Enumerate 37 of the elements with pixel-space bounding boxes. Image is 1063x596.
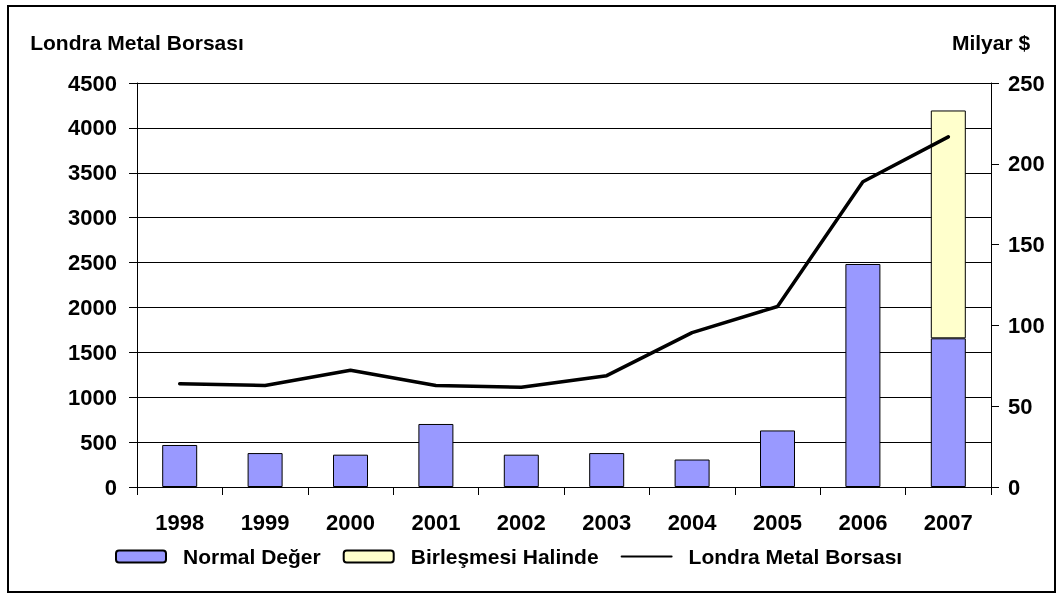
y2-tick-label: 250 [1008, 70, 1045, 96]
bar [333, 454, 368, 487]
x-tick-label: 2003 [582, 509, 632, 535]
bar [503, 454, 539, 487]
y-tick-label: 4000 [68, 115, 117, 141]
y-axis-title: Londra Metal Borsası [30, 31, 244, 54]
bar [162, 444, 198, 487]
legend-label: Normal Değer [183, 545, 321, 568]
x-tick-label: 2007 [923, 509, 973, 535]
y-tick-label: 2500 [68, 250, 117, 276]
y2-tick-label: 50 [1008, 393, 1033, 419]
x-tick-label: 2002 [496, 509, 546, 535]
x-tick-label: 2005 [753, 509, 802, 535]
bar [589, 453, 625, 487]
y-tick-label: 3500 [68, 160, 117, 186]
legend-label: Birleşmesi Halinde [410, 545, 599, 568]
y-tick-label: 1000 [68, 384, 117, 410]
y2-axis-title: Milyar $ [951, 31, 1031, 54]
y-tick-label: 4500 [68, 70, 117, 96]
bar [247, 453, 283, 487]
y2-tick-label: 100 [1008, 312, 1045, 338]
y-tick-label: 0 [104, 474, 117, 500]
y-tick-label: 2000 [68, 294, 117, 320]
y-tick-label: 500 [80, 429, 117, 455]
y-tick-label: 1500 [68, 339, 117, 365]
y2-tick-label: 150 [1008, 232, 1045, 258]
x-tick-label: 2006 [838, 509, 888, 535]
legend-label: Londra Metal Borsası [688, 545, 903, 568]
y2-tick-label: 0 [1008, 474, 1021, 500]
x-tick-label: 2004 [667, 509, 718, 535]
x-tick-label: 1999 [240, 509, 290, 535]
x-tick-label: 2000 [326, 509, 375, 535]
x-tick-label: 1998 [155, 509, 205, 535]
y-tick-label: 3000 [68, 205, 117, 231]
bar [674, 459, 710, 487]
y2-tick-label: 200 [1008, 151, 1045, 177]
x-tick-label: 2001 [411, 509, 461, 535]
